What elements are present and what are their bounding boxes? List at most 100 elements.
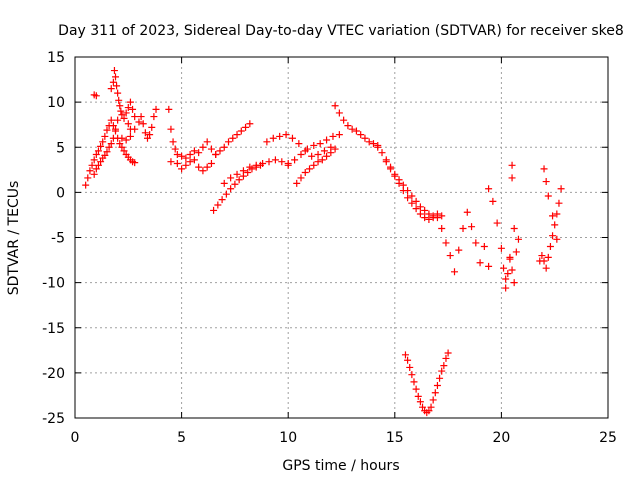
data-point <box>242 123 250 131</box>
data-point <box>173 150 181 158</box>
data-point <box>357 131 365 139</box>
series-spikes-20-23h <box>508 161 561 243</box>
data-point <box>320 147 328 155</box>
data-point <box>203 138 211 146</box>
data-point <box>203 163 211 171</box>
data-point <box>246 120 254 128</box>
y-tick-label: 15 <box>47 50 65 66</box>
data-point <box>365 138 373 146</box>
data-point <box>555 199 563 207</box>
data-point <box>92 150 100 158</box>
data-point <box>90 170 98 178</box>
series-early-rise <box>82 116 115 189</box>
data-point <box>310 161 318 169</box>
data-point <box>114 116 122 124</box>
data-point <box>544 253 552 261</box>
plot-frame <box>74 56 609 419</box>
data-point <box>101 132 109 140</box>
y-tick-label: 0 <box>56 185 65 201</box>
data-point <box>297 174 305 182</box>
data-point <box>455 246 463 254</box>
data-point <box>150 113 158 121</box>
series-mid-3h <box>118 105 160 144</box>
data-point <box>335 131 343 139</box>
data-point <box>99 138 107 146</box>
x-tick-label: 25 <box>599 430 617 446</box>
data-point <box>314 150 322 158</box>
data-point <box>544 192 552 200</box>
data-point <box>416 203 424 211</box>
data-point <box>329 132 337 140</box>
series-peak-cluster <box>90 67 139 133</box>
series-band-4-6h <box>165 105 220 162</box>
data-point <box>84 174 92 182</box>
data-point <box>416 398 424 406</box>
data-point <box>512 248 520 256</box>
data-point <box>500 264 508 272</box>
data-point <box>94 161 102 169</box>
data-point <box>382 156 390 164</box>
data-point <box>271 156 279 164</box>
data-point <box>143 134 151 142</box>
data-point <box>538 252 546 260</box>
data-point <box>352 127 360 135</box>
data-point <box>412 385 420 393</box>
data-point <box>374 143 382 151</box>
data-point <box>231 180 239 188</box>
data-point <box>152 105 160 113</box>
data-point <box>551 221 559 229</box>
data-point <box>510 224 518 232</box>
series-cluster-22-23h <box>536 185 565 272</box>
data-point <box>369 140 377 148</box>
data-point <box>122 109 130 117</box>
data-point <box>425 215 433 223</box>
data-point <box>265 158 273 166</box>
data-point <box>182 154 190 162</box>
data-point <box>331 145 339 153</box>
data-point <box>225 138 233 146</box>
data-point <box>508 161 516 169</box>
data-point <box>237 127 245 135</box>
data-point <box>190 147 198 155</box>
data-point <box>171 145 179 153</box>
data-point <box>344 122 352 130</box>
series-mid-rise-7-10h <box>220 156 292 187</box>
data-point <box>463 208 471 216</box>
data-point <box>233 170 241 178</box>
series-top-12-14h <box>331 102 382 149</box>
data-point <box>173 159 181 167</box>
data-point <box>508 174 516 182</box>
data-point <box>131 113 139 121</box>
data-point <box>107 116 115 124</box>
data-point <box>199 167 207 175</box>
data-point <box>109 122 117 130</box>
y-tick-label: -10 <box>42 276 65 292</box>
data-point <box>323 152 331 160</box>
data-point <box>146 131 154 139</box>
series-scatter-19-21h <box>485 185 522 283</box>
data-point <box>92 165 100 173</box>
data-point <box>542 264 550 272</box>
data-point <box>293 179 301 187</box>
data-point <box>126 132 134 140</box>
data-point <box>109 78 117 86</box>
series-low-10-12h <box>293 145 339 187</box>
data-point <box>412 197 420 205</box>
y-tick-label: 5 <box>56 140 65 156</box>
series-descent-14-17h <box>374 143 446 222</box>
data-point <box>489 197 497 205</box>
data-point <box>412 205 420 213</box>
series-v-dip-15-18h <box>401 349 452 417</box>
data-point <box>124 120 132 128</box>
data-point <box>335 109 343 117</box>
data-point <box>442 354 450 362</box>
data-point <box>438 367 446 375</box>
data-point <box>124 104 132 112</box>
data-point <box>259 159 267 167</box>
data-point <box>408 199 416 207</box>
data-point <box>340 116 348 124</box>
data-point <box>229 134 237 142</box>
data-point <box>502 284 510 292</box>
